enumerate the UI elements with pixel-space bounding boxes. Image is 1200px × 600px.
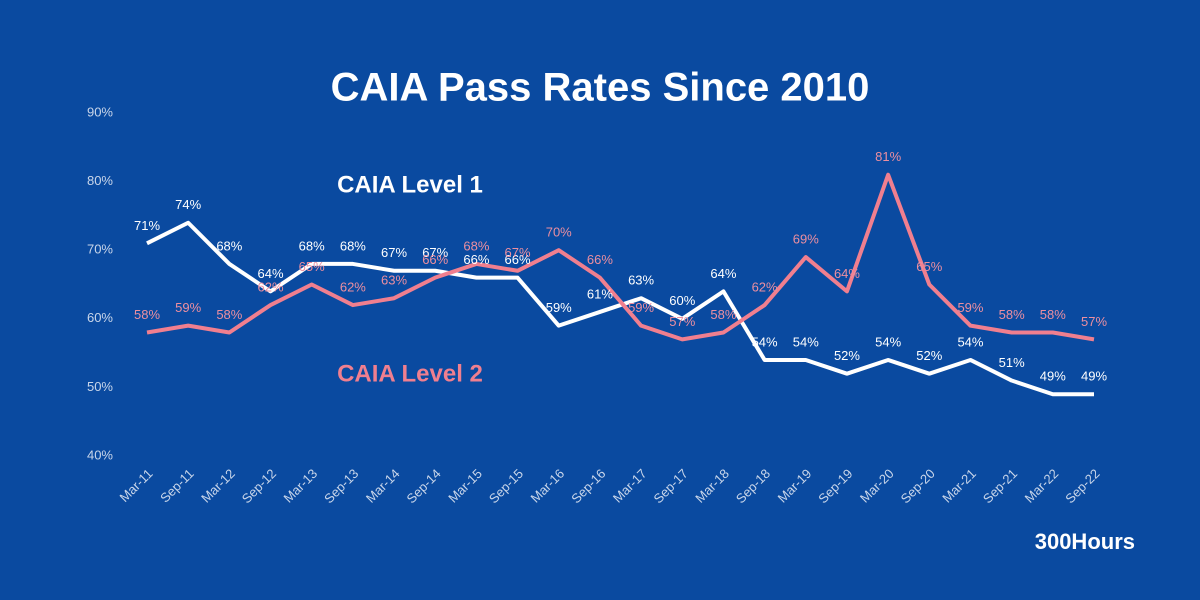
data-label: 66% bbox=[463, 252, 489, 267]
data-label: 58% bbox=[999, 307, 1025, 322]
data-label: 69% bbox=[793, 231, 819, 246]
data-label: 58% bbox=[216, 307, 242, 322]
data-label: 71% bbox=[134, 218, 160, 233]
y-tick-label: 50% bbox=[87, 379, 113, 394]
data-label: 66% bbox=[505, 252, 531, 267]
data-label: 54% bbox=[875, 334, 901, 349]
y-tick-label: 40% bbox=[87, 447, 113, 462]
data-label: 59% bbox=[175, 300, 201, 315]
data-label: 60% bbox=[669, 293, 695, 308]
data-label: 49% bbox=[1081, 369, 1107, 384]
legend-entry: CAIA Level 2 bbox=[337, 360, 483, 387]
data-label: 59% bbox=[957, 300, 983, 315]
data-label: 58% bbox=[1040, 307, 1066, 322]
data-label: 61% bbox=[587, 286, 613, 301]
line bbox=[146, 172, 1095, 342]
data-label: 66% bbox=[422, 252, 448, 267]
data-label: 54% bbox=[793, 334, 819, 349]
data-label: 58% bbox=[134, 307, 160, 322]
data-label: 65% bbox=[916, 259, 942, 274]
data-label: 64% bbox=[834, 266, 860, 281]
data-label: 70% bbox=[546, 225, 572, 240]
data-label: 64% bbox=[258, 266, 284, 281]
data-label: 62% bbox=[340, 280, 366, 295]
data-label: 66% bbox=[587, 252, 613, 267]
data-label: 63% bbox=[381, 273, 407, 288]
data-label: 62% bbox=[752, 280, 778, 295]
data-label: 59% bbox=[628, 300, 654, 315]
data-label: 68% bbox=[463, 238, 489, 253]
data-label: 52% bbox=[834, 348, 860, 363]
data-label: 54% bbox=[957, 334, 983, 349]
data-label: 67% bbox=[505, 245, 531, 260]
data-label: 54% bbox=[752, 334, 778, 349]
y-tick-label: 70% bbox=[87, 242, 113, 257]
data-label: 52% bbox=[916, 348, 942, 363]
data-label: 62% bbox=[258, 280, 284, 295]
data-label: 59% bbox=[546, 300, 572, 315]
data-label: 68% bbox=[299, 238, 325, 253]
y-tick-label: 60% bbox=[87, 310, 113, 325]
watermark: 300Hours bbox=[1035, 529, 1135, 554]
data-label: 67% bbox=[422, 245, 448, 260]
data-label: 57% bbox=[669, 314, 695, 329]
data-label: 57% bbox=[1081, 314, 1107, 329]
data-label: 81% bbox=[875, 149, 901, 164]
y-tick-label: 80% bbox=[87, 173, 113, 188]
data-label: 74% bbox=[175, 197, 201, 212]
data-label: 68% bbox=[340, 238, 366, 253]
legend-entry: CAIA Level 1 bbox=[337, 171, 483, 198]
line bbox=[146, 220, 1094, 397]
y-tick-label: 90% bbox=[87, 104, 113, 119]
chart-title: CAIA Pass Rates Since 2010 bbox=[331, 66, 870, 110]
data-label: 65% bbox=[299, 259, 325, 274]
data-label: 63% bbox=[628, 273, 654, 288]
data-label: 58% bbox=[710, 307, 736, 322]
data-label: 51% bbox=[999, 355, 1025, 370]
data-label: 49% bbox=[1040, 369, 1066, 384]
data-label: 68% bbox=[216, 238, 242, 253]
data-label: 67% bbox=[381, 245, 407, 260]
data-label: 64% bbox=[710, 266, 736, 281]
